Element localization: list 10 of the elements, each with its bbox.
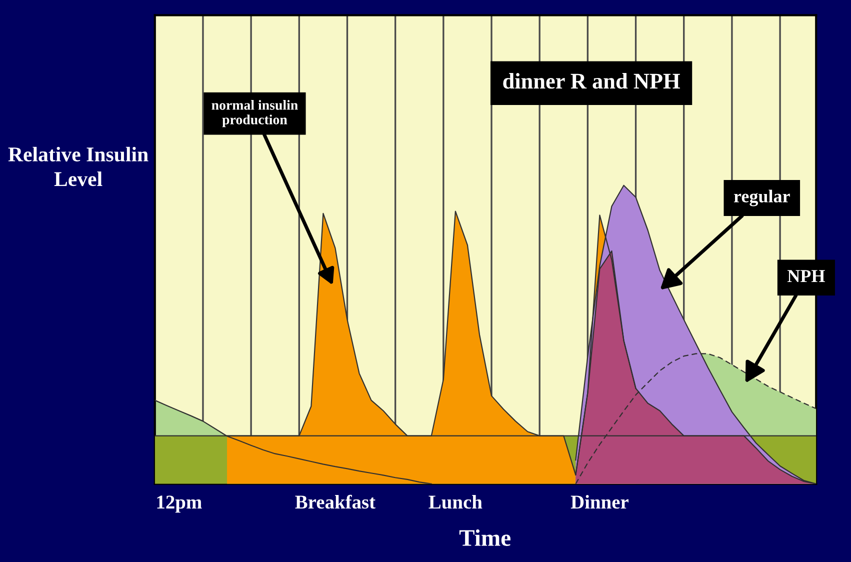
y-axis-title: Relative Insulin Level bbox=[8, 146, 148, 186]
annotation: regular bbox=[734, 190, 790, 206]
x-tick-label: 12pm bbox=[157, 496, 202, 513]
chart-title: dinner R and NPH bbox=[503, 73, 680, 89]
text: normal insulin production bbox=[212, 100, 298, 128]
x-tick-label: Lunch bbox=[428, 494, 482, 509]
annotation: NPH bbox=[787, 270, 825, 282]
x-axis-title: Time bbox=[459, 529, 510, 546]
x-tick-label: Dinner bbox=[570, 494, 628, 509]
x-tick-label: Breakfast bbox=[295, 494, 376, 509]
